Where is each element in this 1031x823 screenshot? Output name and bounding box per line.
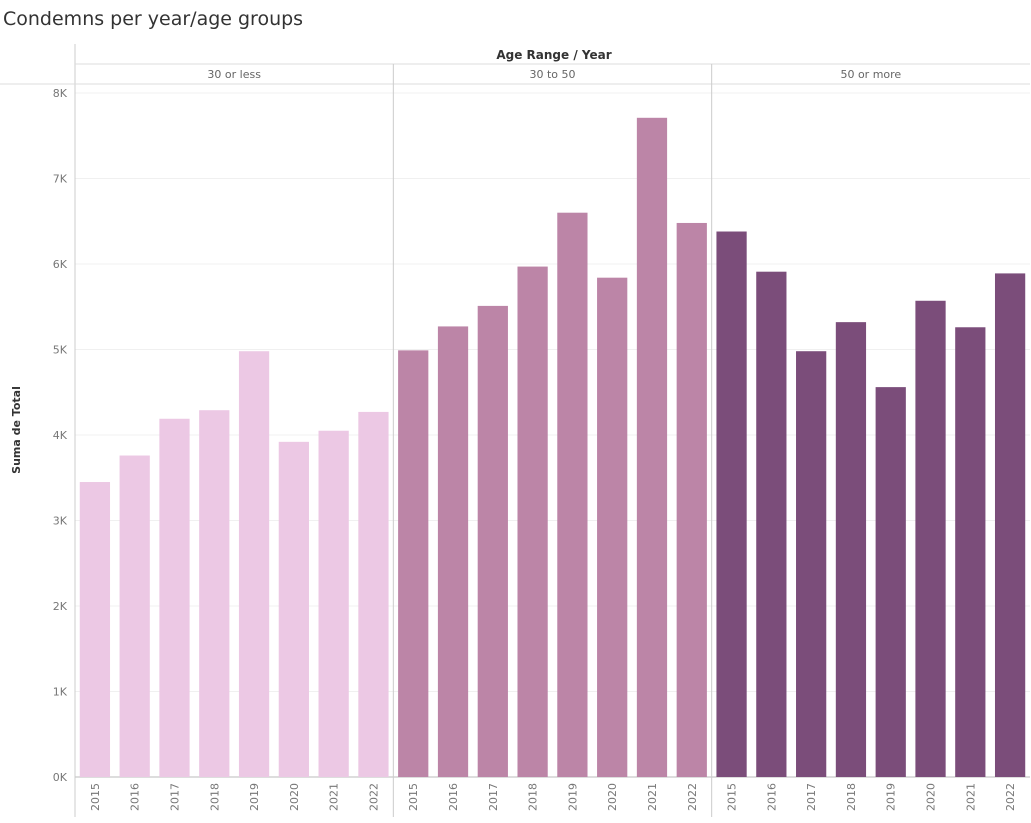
group-label: 30 or less bbox=[207, 68, 261, 81]
bar[interactable] bbox=[477, 305, 508, 777]
group-header-labels: 30 or less 30 to 50 50 or more bbox=[207, 68, 901, 81]
bar[interactable] bbox=[994, 273, 1026, 777]
x-tick-label: 2018 bbox=[208, 783, 221, 811]
y-axis-label: Suma de Total bbox=[10, 386, 23, 474]
bar[interactable] bbox=[79, 482, 111, 777]
x-tick-label: 2016 bbox=[129, 783, 142, 811]
bar[interactable] bbox=[159, 418, 190, 777]
x-tick-label: 2021 bbox=[646, 783, 659, 811]
bar[interactable] bbox=[437, 326, 469, 777]
x-tick-label: 2021 bbox=[328, 783, 341, 811]
bar[interactable] bbox=[716, 231, 747, 777]
bar[interactable] bbox=[955, 327, 986, 777]
bar[interactable] bbox=[756, 271, 787, 777]
y-tick-label: 3K bbox=[53, 515, 68, 528]
x-tick-label: 2021 bbox=[964, 783, 977, 811]
y-tick-label: 5K bbox=[53, 344, 68, 357]
x-tick-label: 2019 bbox=[885, 783, 898, 811]
chart-title: Condemns per year/age groups bbox=[3, 8, 304, 30]
x-tick-label: 2017 bbox=[168, 783, 181, 811]
x-tick-label: 2015 bbox=[726, 783, 739, 811]
y-tick-label: 1K bbox=[53, 686, 68, 699]
x-tick-labels: 2015 2016 2017 2018 2019 2020 2021 2022 2015 2016… bbox=[89, 783, 1017, 811]
x-tick-label: 2020 bbox=[925, 783, 938, 811]
y-tick-labels: 0K 1K 2K 3K 4K 5K 6K 7K 8K bbox=[53, 87, 68, 784]
y-tick-label: 8K bbox=[53, 87, 68, 100]
bars bbox=[79, 117, 1026, 778]
y-tick-label: 2K bbox=[53, 600, 68, 613]
x-tick-label: 2017 bbox=[487, 783, 500, 811]
y-tick-label: 6K bbox=[53, 258, 68, 271]
bar[interactable] bbox=[835, 322, 867, 777]
x-tick-label: 2016 bbox=[765, 783, 778, 811]
bar[interactable] bbox=[398, 350, 429, 777]
y-tick-label: 4K bbox=[53, 429, 68, 442]
x-tick-label: 2015 bbox=[89, 783, 102, 811]
x-tick-label: 2018 bbox=[527, 783, 540, 811]
bar[interactable] bbox=[199, 410, 230, 777]
y-tick-label: 7K bbox=[53, 173, 68, 186]
x-tick-label: 2019 bbox=[566, 783, 579, 811]
bar[interactable] bbox=[636, 117, 668, 778]
y-tick-label: 0K bbox=[53, 771, 68, 784]
bar[interactable] bbox=[676, 222, 707, 777]
bar[interactable] bbox=[557, 212, 588, 777]
x-tick-label: 2020 bbox=[288, 783, 301, 811]
column-header-label: Age Range / Year bbox=[496, 48, 611, 62]
bar[interactable] bbox=[318, 430, 349, 777]
bar[interactable] bbox=[119, 455, 150, 777]
x-tick-label: 2017 bbox=[805, 783, 818, 811]
bar[interactable] bbox=[796, 351, 827, 777]
group-label: 30 to 50 bbox=[529, 68, 575, 81]
bar[interactable] bbox=[517, 266, 548, 777]
axes bbox=[0, 44, 1030, 817]
x-tick-label: 2019 bbox=[248, 783, 261, 811]
x-tick-label: 2020 bbox=[606, 783, 619, 811]
bar[interactable] bbox=[597, 277, 628, 777]
x-tick-label: 2016 bbox=[447, 783, 460, 811]
bar[interactable] bbox=[358, 411, 389, 777]
x-tick-label: 2022 bbox=[367, 783, 380, 811]
bar[interactable] bbox=[278, 441, 309, 777]
bar[interactable] bbox=[238, 351, 270, 777]
bar[interactable] bbox=[875, 387, 906, 777]
bar[interactable] bbox=[915, 300, 946, 777]
x-tick-label: 2022 bbox=[1004, 783, 1017, 811]
group-label: 50 or more bbox=[840, 68, 901, 81]
x-tick-label: 2018 bbox=[845, 783, 858, 811]
gridlines bbox=[75, 92, 1030, 778]
x-tick-label: 2015 bbox=[407, 783, 420, 811]
x-tick-label: 2022 bbox=[686, 783, 699, 811]
